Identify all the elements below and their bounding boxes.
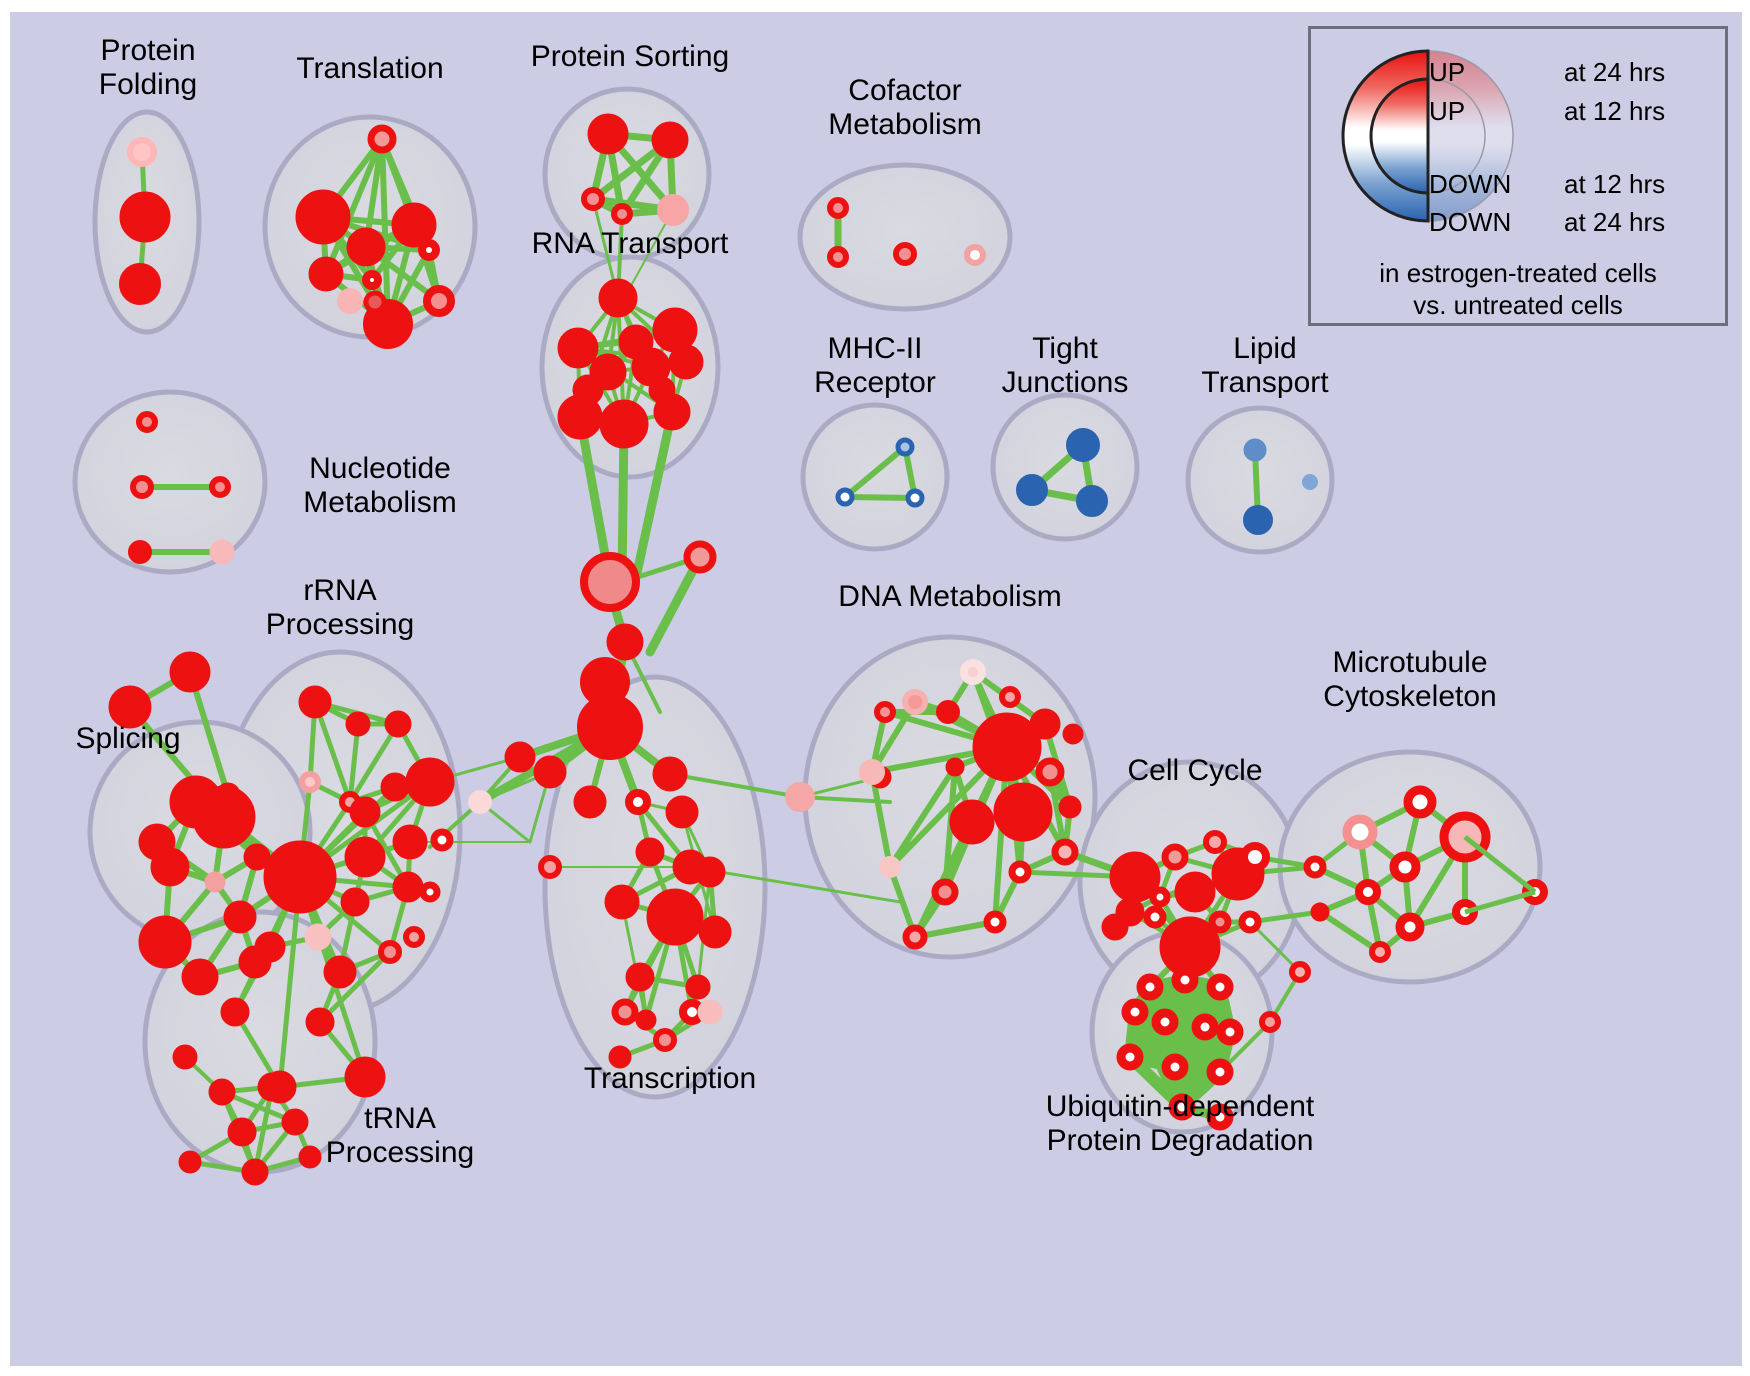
network-canvas: Protein Folding Translation Protein Sort… [10,12,1742,1366]
legend-state-down-12: DOWN [1429,169,1512,199]
network-graph [72,86,1548,1186]
legend-state-down-24: DOWN [1429,207,1512,237]
legend-time-up-24: at 24 hrs [1564,57,1666,87]
cluster-label-ubiquitin-degradation: Ubiquitin-dependent Protein Degradation [1045,1090,1315,1157]
cluster-label-rrna-processing: rRNA Processing [265,574,415,641]
cluster-label-cell-cycle: Cell Cycle [1127,754,1263,787]
legend-time-down-12: at 12 hrs [1564,169,1666,199]
hull-nucleotide [72,389,268,575]
hull-lipid [1185,405,1335,555]
cluster-label-protein-sorting: Protein Sorting [530,40,730,73]
legend-time-up-12: at 12 hrs [1564,96,1666,126]
hull-mhc [800,402,950,552]
cluster-label-transcription: Transcription [583,1062,757,1095]
cluster-label-microtubule-cytoskeleton: Microtubule Cytoskeleton [1323,646,1497,713]
legend-state-up-12: UP [1429,96,1466,126]
cluster-label-cofactor-metabolism: Cofactor Metabolism [828,74,982,141]
cluster-label-dna-metabolism: DNA Metabolism [838,580,1062,613]
cluster-label-trna-processing: tRNA Processing [325,1102,475,1169]
cluster-label-mhc-ii-receptor: MHC-II Receptor [814,332,936,399]
hull-cofactor [797,162,1013,312]
cluster-label-lipid-transport: Lipid Transport [1201,332,1329,399]
cluster-label-splicing: Splicing [75,722,181,755]
cluster-label-rna-transport: RNA Transport [531,227,729,260]
legend-state-up-24: UP [1429,57,1466,87]
legend-ring-diagram [1341,49,1514,223]
cluster-label-translation: Translation [296,52,444,85]
hull-tight [990,392,1140,542]
network-nodes [108,113,1548,1186]
legend-footer: in estrogen-treated cells vs. untreated … [1379,258,1657,320]
legend-box: UP at 24 hrs UP at 12 hrs DOWN at 12 hrs… [1308,26,1728,326]
cluster-label-tight-junctions: Tight Junctions [1001,332,1129,399]
legend-time-down-24: at 24 hrs [1564,207,1666,237]
cluster-label-protein-folding: Protein Folding [98,34,198,101]
cluster-label-nucleotide-metabolism: Nucleotide Metabolism [303,452,457,519]
